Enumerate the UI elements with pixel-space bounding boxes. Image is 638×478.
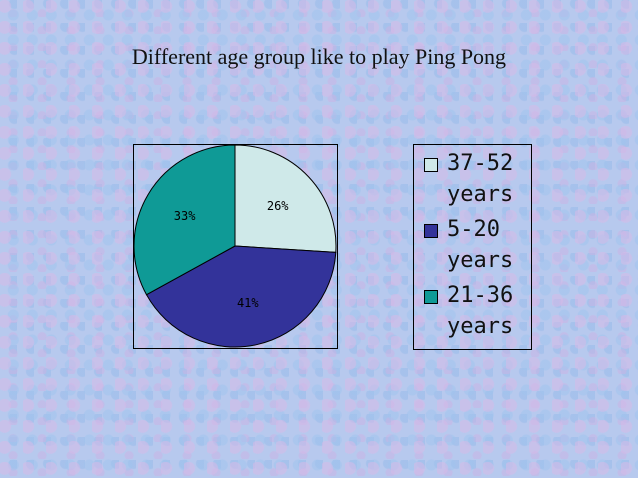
- legend-swatch: [424, 158, 438, 172]
- pie-slice-5-20-years: [145, 245, 337, 348]
- legend: 37-52 years 5-20 years 21-36 years: [413, 144, 532, 350]
- data-label: 41%: [237, 296, 259, 310]
- legend-label: 5-20 years: [447, 217, 514, 273]
- plot-area: 26% 41% 33%: [133, 144, 338, 349]
- legend-swatch: [424, 224, 438, 238]
- pie-chart: 26% 41% 33%: [134, 145, 337, 348]
- chart-title: Different age group like to play Ping Po…: [131, 44, 507, 69]
- data-label: 26%: [267, 199, 289, 213]
- data-label: 33%: [174, 209, 196, 223]
- pie-slice-21-36-years: [134, 145, 236, 296]
- legend-swatch: [424, 290, 438, 304]
- legend-label: 37-52 years: [447, 151, 514, 207]
- legend-label: 21-36 years: [447, 283, 514, 339]
- pie-slice-37-52-years: [234, 145, 337, 253]
